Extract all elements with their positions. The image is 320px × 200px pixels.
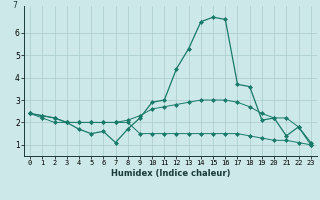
Text: 7: 7	[12, 1, 17, 10]
X-axis label: Humidex (Indice chaleur): Humidex (Indice chaleur)	[111, 169, 230, 178]
